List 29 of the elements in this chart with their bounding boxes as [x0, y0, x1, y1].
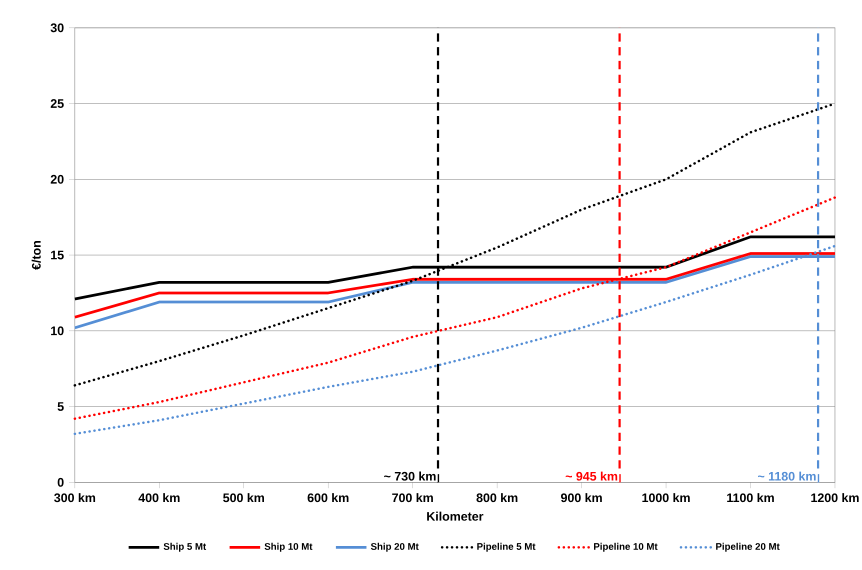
x-axis-title: Kilometer: [427, 512, 484, 521]
x-tick-label: 300 km: [54, 493, 96, 502]
legend-label: Ship 10 Mt: [264, 542, 312, 552]
x-tick-label: 700 km: [392, 493, 433, 502]
ref-line-label: ~ 945 km: [566, 472, 618, 481]
line-series: [74, 196, 836, 420]
x-tick-label: 1000 km: [642, 493, 690, 502]
legend-label: Pipeline 5 Mt: [477, 542, 536, 552]
y-tick-label: 5: [58, 402, 64, 411]
y-tick-label: 10: [51, 326, 64, 336]
x-tick-label: 500 km: [223, 493, 264, 502]
legend-label: Ship 5 Mt: [164, 542, 206, 552]
x-tick-label: 600 km: [308, 493, 348, 502]
ref-line-label: ~ 1180 km: [758, 472, 816, 481]
legend-label: Pipeline 20 Mt: [716, 542, 780, 552]
legend-label: Ship 20 Mt: [370, 542, 419, 552]
x-tick-label: 1200 km: [811, 493, 859, 502]
x-tick-label: 800 km: [476, 493, 518, 502]
x-tick-label: 400 km: [138, 493, 180, 502]
ref-line-label: ~ 730 km: [384, 472, 436, 481]
x-tick-label: 900 km: [561, 493, 602, 502]
y-axis-title: €/ton: [32, 240, 41, 270]
y-tick-label: 20: [50, 174, 64, 184]
y-tick-label: 30: [50, 23, 64, 32]
y-tick-label: 15: [51, 250, 64, 260]
y-tick-label: 25: [50, 99, 64, 108]
x-tick-label: 1100 km: [727, 493, 774, 502]
y-tick-label: 0: [58, 478, 64, 487]
legend-label: Pipeline 10 Mt: [594, 542, 658, 552]
